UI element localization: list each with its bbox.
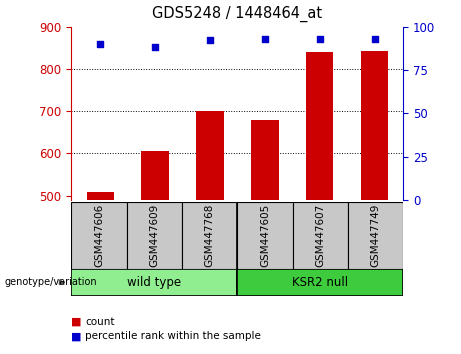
Bar bbox=[142, 152, 169, 200]
Text: GSM447749: GSM447749 bbox=[371, 204, 381, 267]
Bar bbox=[196, 111, 224, 200]
Bar bbox=[361, 51, 388, 200]
Text: GSM447606: GSM447606 bbox=[94, 204, 104, 267]
Text: percentile rank within the sample: percentile rank within the sample bbox=[85, 331, 261, 341]
Bar bbox=[237, 202, 293, 269]
Text: wild type: wild type bbox=[127, 276, 182, 289]
Bar bbox=[127, 202, 182, 269]
Point bbox=[261, 36, 269, 41]
Point bbox=[316, 36, 324, 41]
Point bbox=[371, 36, 378, 41]
Bar bbox=[87, 192, 114, 200]
Text: GSM447605: GSM447605 bbox=[260, 204, 270, 267]
Bar bbox=[71, 202, 127, 269]
Point bbox=[206, 38, 213, 43]
Text: KSR2 null: KSR2 null bbox=[292, 276, 349, 289]
Text: ■: ■ bbox=[71, 317, 82, 327]
Point bbox=[151, 45, 159, 50]
Bar bbox=[348, 202, 403, 269]
Text: GSM447609: GSM447609 bbox=[149, 204, 160, 267]
Bar bbox=[306, 52, 333, 200]
Text: GSM447768: GSM447768 bbox=[205, 204, 215, 267]
Text: count: count bbox=[85, 317, 115, 327]
Bar bbox=[293, 202, 348, 269]
Bar bbox=[182, 202, 237, 269]
Text: genotype/variation: genotype/variation bbox=[5, 277, 97, 287]
Text: GSM447607: GSM447607 bbox=[315, 204, 325, 267]
Text: ■: ■ bbox=[71, 331, 82, 341]
Bar bbox=[251, 120, 278, 200]
Bar bbox=[71, 269, 237, 296]
Bar bbox=[237, 269, 403, 296]
Point bbox=[96, 41, 104, 47]
Title: GDS5248 / 1448464_at: GDS5248 / 1448464_at bbox=[152, 6, 323, 22]
